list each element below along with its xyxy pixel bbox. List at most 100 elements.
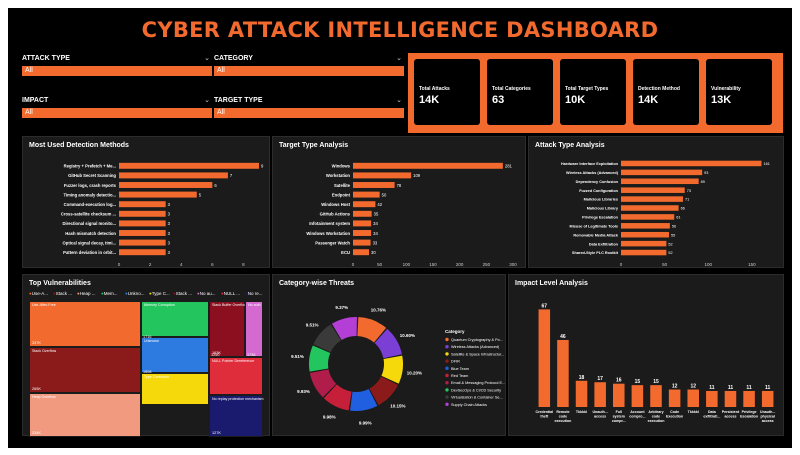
bar bbox=[119, 239, 166, 246]
treemap-cell-value: 337K bbox=[32, 341, 41, 345]
treemap-cell[interactable]: No replay protection mechanism 127K bbox=[209, 395, 264, 437]
x-tick-label: 0 bbox=[620, 262, 623, 267]
category-label: Fuzzer logs, crash reports bbox=[64, 183, 117, 188]
category-label: Dependency Confusion bbox=[576, 180, 619, 184]
category-label: Tkkkkl bbox=[576, 410, 587, 414]
bar bbox=[621, 160, 762, 167]
treemap-cell-label: No replay protection mechanism bbox=[212, 397, 264, 401]
chevron-down-icon[interactable]: ⌄ bbox=[204, 97, 210, 104]
legend-item[interactable]: ●Heap ... bbox=[77, 291, 96, 296]
slicer-label: TARGET TYPE bbox=[214, 97, 263, 104]
category-label: exfiltrati... bbox=[703, 415, 720, 419]
slicer-value: All bbox=[217, 67, 225, 74]
bar bbox=[119, 182, 213, 188]
slicer-label: CATEGORY bbox=[214, 55, 253, 62]
category-label: Execution bbox=[666, 415, 683, 419]
treemap-cell[interactable]: NULL Pointer Dereference bbox=[209, 357, 263, 395]
slicer-value: All bbox=[25, 67, 33, 74]
slice-label: 10.60% bbox=[400, 333, 415, 338]
x-tick-label: 150 bbox=[429, 262, 437, 267]
legend-item[interactable]: ●Type C... bbox=[149, 291, 170, 296]
legend-label: NULL ... bbox=[223, 291, 241, 296]
chart-title: Target Type Analysis bbox=[279, 142, 349, 149]
kpi-value: 63 bbox=[492, 94, 505, 106]
treemap-cell[interactable]: Heap Overflow 234K bbox=[29, 393, 141, 437]
bar bbox=[621, 231, 669, 238]
category-label: Optical signal decay, timi... bbox=[63, 240, 116, 245]
x-tick-label: 300 bbox=[509, 262, 517, 267]
treemap-cell[interactable]: Stack Buffer Overflow 163K bbox=[209, 301, 247, 357]
bar bbox=[621, 249, 667, 256]
treemap-cell[interactable]: Stack Overflow 265K bbox=[29, 347, 141, 393]
bar bbox=[353, 172, 412, 179]
bar bbox=[119, 191, 197, 198]
legend-swatch bbox=[445, 402, 449, 406]
legend-label: Unkno... bbox=[127, 291, 145, 296]
treemap-cell-label: NULL Pointer Dereference bbox=[212, 359, 255, 363]
data-label: 56 bbox=[672, 224, 676, 228]
category-label: Data bbox=[708, 410, 717, 414]
data-label: 78 bbox=[397, 183, 402, 188]
category-label: physical bbox=[760, 415, 774, 419]
slicer-dropdown[interactable]: All ⌄ bbox=[214, 97, 404, 118]
slicer-target-type[interactable]: TARGET TYPE All ⌄ bbox=[214, 96, 404, 118]
chevron-down-icon[interactable]: ⌄ bbox=[204, 55, 210, 62]
category-label: Unauth... bbox=[760, 410, 775, 414]
category-label: Directional signal monito... bbox=[62, 221, 116, 226]
data-label: 5 bbox=[199, 192, 202, 197]
legend-item[interactable]: ●NULL ... bbox=[221, 291, 241, 296]
data-label: 109 bbox=[413, 173, 421, 178]
legend-item[interactable]: ●Mem... bbox=[101, 291, 118, 296]
bar bbox=[119, 249, 166, 256]
category-label: access bbox=[724, 415, 736, 419]
slice-label: 9.93% bbox=[297, 389, 310, 394]
category-label: Unauth... bbox=[592, 410, 607, 414]
category-label: Shared-Style PLC Rootkit bbox=[572, 251, 619, 255]
slice-label: 10.15% bbox=[390, 404, 405, 409]
treemap-cell[interactable]: Memory Corruption bbox=[141, 301, 209, 337]
slice-label: 10.76% bbox=[371, 307, 386, 312]
treemap-cell[interactable]: Use-After-Free 337K bbox=[29, 301, 141, 347]
legend-item[interactable]: ●Unkno... bbox=[125, 291, 145, 296]
bar bbox=[119, 220, 166, 227]
kpi-label: Total Target Types bbox=[565, 86, 609, 92]
slicer-dropdown[interactable]: All ⌄ bbox=[22, 97, 212, 118]
slicer-impact[interactable]: IMPACT All ⌄ bbox=[22, 96, 212, 118]
donut-slice bbox=[374, 328, 402, 359]
category-label: Full bbox=[616, 410, 622, 414]
donut-slice bbox=[331, 317, 357, 340]
chevron-down-icon[interactable]: ⌄ bbox=[396, 55, 402, 62]
data-label: 15 bbox=[635, 379, 641, 385]
impact-level-chart: 67Credentialtheft46Remotecodeexecution18… bbox=[536, 303, 776, 423]
slicer-attack-type[interactable]: ATTACK TYPE All ⌄ bbox=[22, 54, 212, 76]
slicer-dropdown[interactable]: All ⌄ bbox=[214, 55, 404, 76]
legend-label: DevSecOps & CI/CD Security bbox=[451, 388, 501, 392]
slicer-dropdown[interactable]: All ⌄ bbox=[22, 55, 212, 76]
kpi-strip: Total Attacks 14K Total Categories 63 To… bbox=[408, 53, 783, 133]
x-tick-label: 150 bbox=[748, 262, 756, 267]
data-label: 61 bbox=[676, 216, 680, 220]
treemap-cell[interactable]: No auth bbox=[245, 301, 263, 357]
legend-item[interactable]: ●No au... bbox=[197, 291, 216, 296]
legend-item[interactable]: ●Use-A... bbox=[29, 291, 48, 296]
data-label: 73 bbox=[687, 189, 691, 193]
bar bbox=[353, 182, 395, 188]
data-label: 55 bbox=[671, 233, 675, 237]
data-label: 11 bbox=[709, 385, 715, 391]
legend-item[interactable]: ●Stack ... bbox=[173, 291, 192, 296]
data-label: 71 bbox=[685, 198, 689, 202]
legend-label: Heap ... bbox=[79, 291, 96, 296]
slicer-category[interactable]: CATEGORY All ⌄ bbox=[214, 54, 404, 76]
donut-slice bbox=[381, 355, 403, 384]
bar bbox=[621, 187, 685, 193]
legend-item[interactable]: ●Stack ... bbox=[53, 291, 72, 296]
category-label: Misuse of Legitimate Tools bbox=[570, 224, 618, 228]
chevron-down-icon[interactable]: ⌄ bbox=[396, 97, 402, 104]
legend-item[interactable]: ●No re... bbox=[245, 291, 263, 296]
donut-slice bbox=[323, 384, 352, 411]
category-label: Endpoint bbox=[332, 192, 351, 197]
treemap-cell[interactable]: Unknown bbox=[141, 337, 209, 373]
treemap-cell[interactable]: Type Confusion bbox=[141, 373, 209, 405]
bar bbox=[621, 196, 683, 202]
treemap-cell-label: Heap Overflow bbox=[32, 395, 56, 399]
